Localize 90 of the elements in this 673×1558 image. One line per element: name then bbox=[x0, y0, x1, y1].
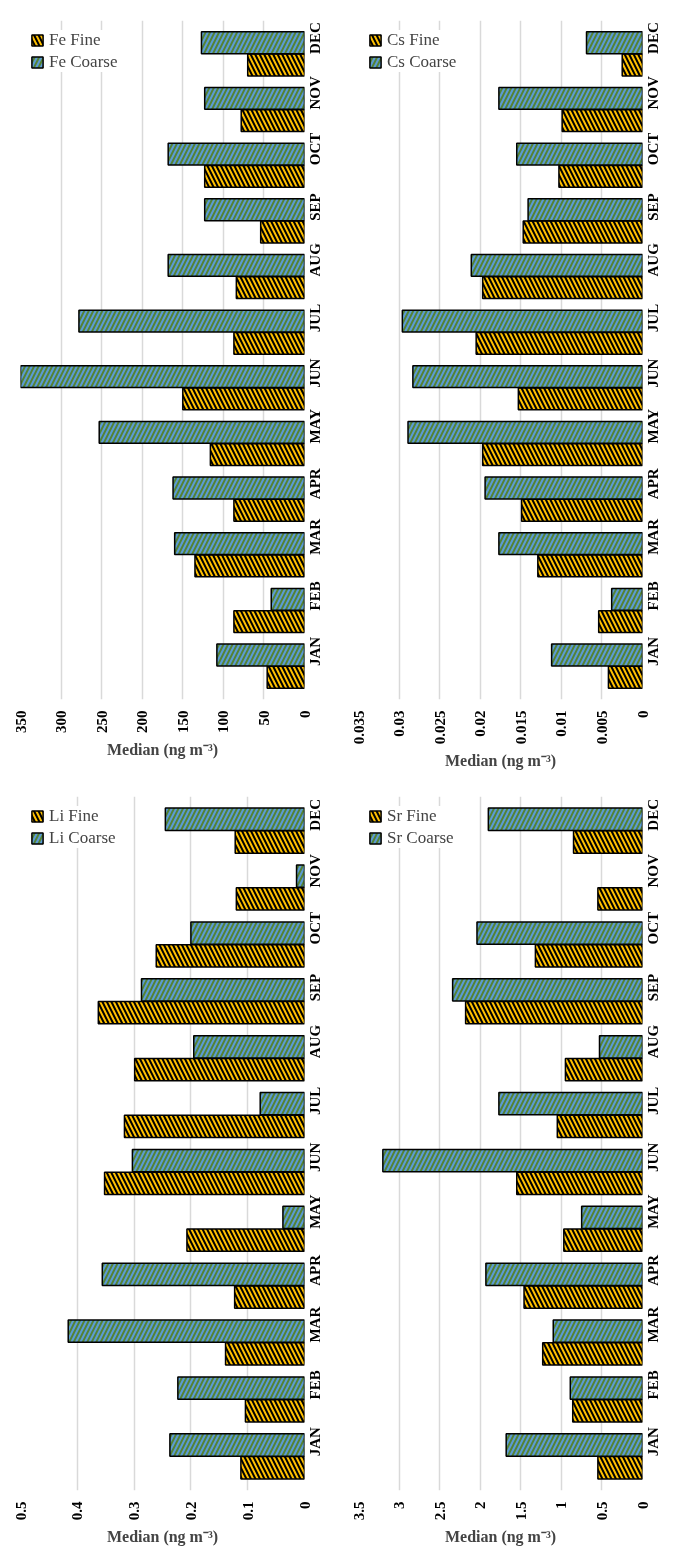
y-tick-label: AUG bbox=[307, 1024, 324, 1059]
y-tick-label: MAY bbox=[645, 1194, 662, 1229]
y-tick-label: JUN bbox=[307, 358, 324, 388]
y-tick-label: MAR bbox=[307, 518, 324, 555]
y-tick-label: NOV bbox=[307, 76, 324, 110]
y-tick-label: JUN bbox=[307, 1142, 324, 1172]
x-tick-label: 1 bbox=[553, 1501, 570, 1509]
y-tick-label: JUL bbox=[645, 303, 662, 333]
x-tick-label: 0.1 bbox=[239, 1501, 256, 1521]
y-tick-label: SEP bbox=[645, 973, 662, 1002]
legend-label: Fe Fine bbox=[49, 30, 101, 50]
y-tick-label: FEB bbox=[645, 1370, 662, 1400]
x-tick-label: 0 bbox=[634, 1501, 651, 1509]
y-tick-label: FEB bbox=[307, 1370, 324, 1400]
y-tick-label: JUN bbox=[645, 358, 662, 388]
x-tick-label: 2.5 bbox=[431, 1501, 448, 1521]
x-tick-label: 0 bbox=[296, 1501, 313, 1509]
x-tick-label: 0 bbox=[634, 710, 651, 718]
y-tick-label: MAY bbox=[307, 408, 324, 444]
y-tick-label: AUG bbox=[307, 242, 324, 277]
x-tick-label: 350 bbox=[12, 710, 29, 733]
y-tick-label: OCT bbox=[307, 911, 324, 945]
legend-label: Sr Coarse bbox=[387, 828, 454, 848]
y-tick-label: NOV bbox=[645, 854, 662, 888]
x-tick-label: 250 bbox=[93, 710, 110, 733]
y-tick-label: MAR bbox=[307, 1306, 324, 1343]
x-tick-label: 0.2 bbox=[182, 1501, 199, 1521]
x-tick-label: 0.025 bbox=[431, 710, 448, 745]
x-tick-label: 200 bbox=[134, 710, 151, 733]
x-tick-label: 1.5 bbox=[512, 1501, 529, 1521]
x-tick-label: 0.015 bbox=[512, 710, 529, 745]
y-tick-label: JAN bbox=[307, 1427, 324, 1457]
x-tick-label: 3 bbox=[391, 1501, 408, 1509]
y-tick-label: FEB bbox=[307, 581, 324, 611]
legend-label: Cs Fine bbox=[387, 30, 440, 50]
x-tick-label: 3.5 bbox=[350, 1501, 367, 1521]
y-tick-label: JUN bbox=[645, 1142, 662, 1172]
y-tick-label: AUG bbox=[645, 242, 662, 277]
x-axis-title: Median (ng m⁻³) bbox=[106, 1528, 219, 1547]
x-axis-title: Median (ng m⁻³) bbox=[444, 752, 557, 771]
y-tick-label: JUL bbox=[645, 1086, 662, 1116]
y-tick-label: JUL bbox=[307, 1086, 324, 1116]
y-tick-label: JAN bbox=[645, 636, 662, 667]
y-tick-label: APR bbox=[307, 468, 324, 500]
legend-label: Li Coarse bbox=[49, 828, 116, 848]
y-tick-label: DEC bbox=[645, 798, 662, 831]
y-tick-label: APR bbox=[645, 1254, 662, 1286]
y-tick-label: MAY bbox=[307, 1194, 324, 1229]
y-tick-label: MAR bbox=[645, 518, 662, 555]
y-tick-label: DEC bbox=[307, 22, 324, 54]
y-tick-label: NOV bbox=[307, 854, 324, 888]
y-tick-label: OCT bbox=[307, 132, 324, 166]
x-tick-label: 2 bbox=[472, 1501, 489, 1509]
y-tick-label: OCT bbox=[645, 132, 662, 166]
y-tick-label: DEC bbox=[645, 22, 662, 54]
x-tick-label: 100 bbox=[215, 710, 232, 733]
x-tick-label: 0.3 bbox=[126, 1501, 143, 1521]
x-tick-label: 300 bbox=[53, 710, 70, 733]
y-tick-label: JAN bbox=[307, 636, 324, 667]
legend-label: Li Fine bbox=[49, 806, 99, 826]
y-tick-label: NOV bbox=[645, 76, 662, 110]
y-tick-label: JAN bbox=[645, 1427, 662, 1457]
x-tick-label: 0.01 bbox=[553, 710, 570, 737]
legend-label: Fe Coarse bbox=[49, 52, 118, 72]
x-axis-title: Median (ng m⁻³) bbox=[106, 741, 219, 759]
y-tick-label: APR bbox=[307, 1254, 324, 1286]
y-tick-label: OCT bbox=[645, 911, 662, 945]
y-tick-label: SEP bbox=[307, 973, 324, 1002]
legend-label: Cs Coarse bbox=[387, 52, 457, 72]
x-tick-label: 0.02 bbox=[472, 710, 489, 737]
x-tick-label: 0.005 bbox=[593, 710, 610, 745]
y-tick-label: DEC bbox=[307, 798, 324, 831]
y-tick-label: JUL bbox=[307, 303, 324, 333]
y-tick-label: FEB bbox=[645, 581, 662, 611]
x-tick-label: 0.4 bbox=[69, 1501, 86, 1521]
x-tick-label: 50 bbox=[255, 710, 272, 726]
x-tick-label: 0.5 bbox=[12, 1501, 29, 1521]
x-tick-label: 0.035 bbox=[350, 710, 367, 745]
x-axis-title: Median (ng m⁻³) bbox=[444, 1528, 557, 1547]
y-tick-label: AUG bbox=[645, 1024, 662, 1059]
y-tick-label: APR bbox=[645, 468, 662, 500]
x-tick-label: 0 bbox=[296, 710, 313, 718]
y-tick-label: SEP bbox=[645, 193, 662, 221]
legend-label: Sr Fine bbox=[387, 806, 437, 826]
x-tick-label: 150 bbox=[174, 710, 191, 733]
x-tick-label: 0.03 bbox=[391, 710, 408, 737]
y-tick-label: SEP bbox=[307, 193, 324, 221]
y-tick-label: MAY bbox=[645, 408, 662, 444]
x-tick-label: 0.5 bbox=[593, 1501, 610, 1521]
y-tick-label: MAR bbox=[645, 1306, 662, 1343]
